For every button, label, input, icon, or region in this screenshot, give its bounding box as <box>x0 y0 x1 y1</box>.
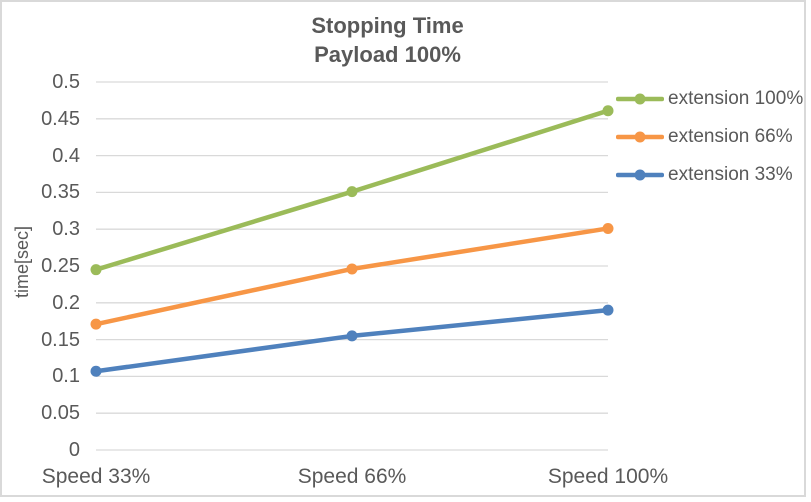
y-tick-label-0-25: 0.25 <box>41 255 80 277</box>
legend-label-extension-100: extension 100% <box>668 88 804 109</box>
data-point-extension-100-speed-100 <box>602 105 614 117</box>
data-point-extension-33-speed-33 <box>90 365 102 377</box>
chart-title: Stopping Time Payload 100% <box>0 11 775 69</box>
chart-title-line1: Stopping Time <box>311 13 464 38</box>
x-tick-label-speed-33: Speed 33% <box>41 465 151 488</box>
legend: extension 100% extension 66% extension 33% <box>616 88 803 202</box>
legend-entry-extension-33: extension 33% <box>616 164 803 186</box>
data-point-extension-66-speed-100 <box>602 222 614 234</box>
y-tick-label-0-05: 0.05 <box>41 402 80 425</box>
data-point-extension-33-speed-100 <box>602 304 614 316</box>
y-tick-label-0-1: 0.1 <box>52 365 80 388</box>
legend-label-extension-66: extension 66% <box>668 126 793 147</box>
y-tick-label-0-3: 0.3 <box>52 218 80 241</box>
legend-label-extension-33: extension 33% <box>668 164 793 185</box>
legend-marker-icon-extension-33 <box>616 169 664 181</box>
y-tick-label-0-2: 0.2 <box>52 291 80 314</box>
data-point-extension-100-speed-66 <box>346 186 358 198</box>
data-point-extension-66-speed-33 <box>90 318 102 330</box>
x-tick-label-speed-100: Speed 100% <box>547 465 669 488</box>
y-tick-label-0: 0 <box>68 439 80 461</box>
legend-marker-icon-extension-100 <box>616 93 664 105</box>
y-tick-label-0-35: 0.35 <box>41 181 80 204</box>
data-point-extension-66-speed-66 <box>346 263 358 275</box>
legend-entry-extension-66: extension 66% <box>616 126 803 148</box>
y-tick-label-0-4: 0.4 <box>52 144 80 167</box>
y-tick-label-0-45: 0.45 <box>41 107 80 130</box>
legend-marker-icon-extension-66 <box>616 131 664 143</box>
chart-title-line2: Payload 100% <box>314 42 461 67</box>
data-point-extension-33-speed-66 <box>346 330 358 342</box>
legend-entry-extension-100: extension 100% <box>616 88 803 110</box>
y-tick-label-0-5: 0.5 <box>52 71 80 93</box>
series-line-extension-66 <box>93 226 611 327</box>
y-tick-label-0-15: 0.15 <box>41 328 80 351</box>
x-tick-label-speed-66: Speed 66% <box>297 465 407 488</box>
data-point-extension-100-speed-33 <box>90 264 102 276</box>
